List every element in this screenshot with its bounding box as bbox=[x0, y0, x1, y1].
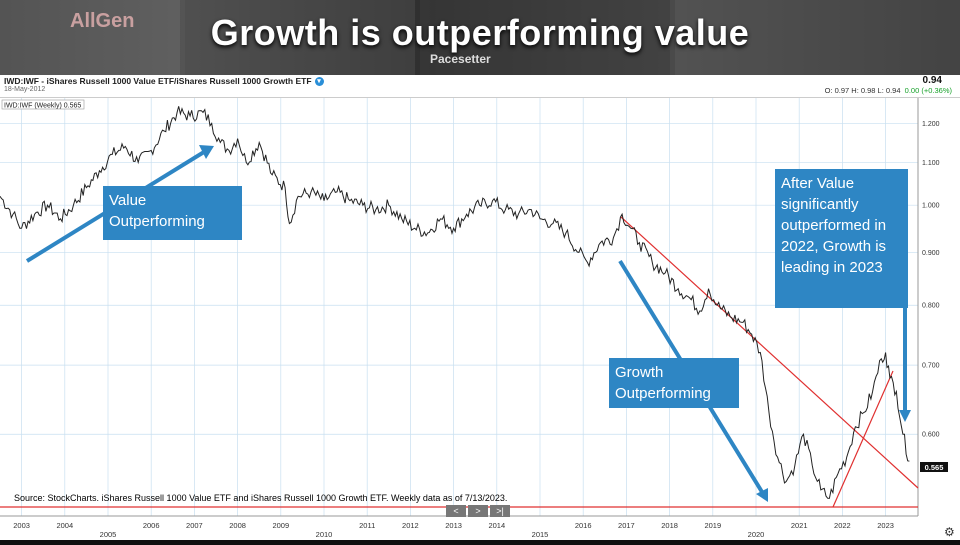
y-tick-label: 0.800 bbox=[922, 303, 940, 310]
banner-logo: AllGen bbox=[70, 10, 135, 32]
nav-prev-button[interactable]: < bbox=[446, 505, 466, 517]
x-tick-label: 2018 bbox=[661, 521, 678, 530]
x-tick-label: 2003 bbox=[13, 521, 30, 530]
legend-label: IWD:IWF (Weekly) 0.565 bbox=[4, 103, 81, 110]
x-tick-label: 2013 bbox=[445, 521, 462, 530]
arrowhead-right bbox=[899, 410, 911, 422]
x-tick-label: 2009 bbox=[272, 521, 289, 530]
x-tick-label: 2011 bbox=[359, 521, 375, 530]
x-tick-label: 2019 bbox=[704, 521, 721, 530]
y-tick-label: 0.600 bbox=[922, 432, 940, 439]
trendline-downtrend bbox=[620, 216, 919, 489]
series-line bbox=[0, 106, 910, 499]
banner-photo bbox=[185, 0, 415, 75]
info-icon[interactable]: ▾ bbox=[314, 77, 324, 87]
price-ratio-chart: 1.200 1.100 1.000 0.900 0.800 0.700 0.600 2003… bbox=[0, 98, 948, 539]
x-axis-ticks: 2003 2004 2006 2007 2008 2009 2011 2012 2013 2014… bbox=[13, 521, 894, 539]
x-tick-label: 2014 bbox=[488, 521, 505, 530]
banner-photo bbox=[0, 0, 180, 75]
y-tick-label: 1.200 bbox=[922, 121, 940, 128]
x-tick-label: 2021 bbox=[791, 521, 808, 530]
legend: IWD:IWF (Weekly) 0.565 bbox=[1, 99, 85, 110]
x-tick-label: 2005 bbox=[100, 530, 117, 539]
x-tick-label: 2008 bbox=[229, 521, 246, 530]
banner-photo bbox=[420, 0, 670, 75]
ohlc-readout: O: 0.97 H: 0.98 L: 0.94 0.00 (+0.36%) bbox=[825, 86, 952, 95]
x-tick-label: 2017 bbox=[618, 521, 635, 530]
x-tick-label: 2006 bbox=[143, 521, 160, 530]
current-value-label: 0.565 bbox=[925, 463, 944, 472]
chart-symbol-text: IWD:IWF - iShares Russell 1000 Value ETF… bbox=[4, 76, 312, 86]
nav-next-button[interactable]: > bbox=[468, 505, 488, 517]
x-tick-label: 2023 bbox=[877, 521, 894, 530]
last-value: 0.94 bbox=[922, 75, 942, 86]
x-tick-label: 2016 bbox=[575, 521, 592, 530]
y-tick-label: 1.100 bbox=[922, 160, 940, 167]
x-tick-label: 2012 bbox=[402, 521, 419, 530]
source-note: Source: StockCharts. iShares Russell 100… bbox=[14, 493, 508, 503]
y-tick-label: 0.700 bbox=[922, 363, 940, 370]
x-tick-label: 2015 bbox=[532, 530, 549, 539]
annotation-value-outperforming: Value Outperforming bbox=[103, 186, 242, 240]
x-tick-label: 2020 bbox=[748, 530, 765, 539]
gear-icon[interactable]: ⚙ bbox=[944, 525, 955, 539]
banner-sign: Pacesetter bbox=[430, 52, 491, 66]
current-value-tag: 0.565 bbox=[920, 462, 948, 472]
y-axis-ticks: 1.200 1.100 1.000 0.900 0.800 0.700 0.600 bbox=[922, 121, 940, 439]
legend-box bbox=[1, 99, 85, 110]
x-tick-label: 2022 bbox=[834, 521, 851, 530]
chart-date: 18-May-2012 bbox=[4, 86, 46, 93]
x-tick-label: 2004 bbox=[56, 521, 73, 530]
page-title: Growth is outperforming value bbox=[210, 12, 750, 53]
y-tick-label: 1.000 bbox=[922, 203, 940, 210]
x-tick-label: 2007 bbox=[186, 521, 203, 530]
chart-header: IWD:IWF - iShares Russell 1000 Value ETF… bbox=[0, 75, 960, 98]
banner-photo bbox=[675, 0, 960, 75]
change-value: 0.00 (+0.36%) bbox=[904, 86, 952, 95]
annotation-growth-outperforming: Growth Outperforming bbox=[609, 358, 739, 408]
chart-nav: < > >| bbox=[446, 505, 510, 517]
trendline-uptrend bbox=[832, 370, 894, 508]
header-banner: AllGen Pacesetter Growth is outperformin… bbox=[0, 0, 960, 75]
annotation-growth-leading: After Value significantly outperformed i… bbox=[775, 169, 908, 308]
nav-end-button[interactable]: >| bbox=[490, 505, 510, 517]
arrowhead-value bbox=[199, 145, 214, 159]
ohlc-values: O: 0.97 H: 0.98 L: 0.94 bbox=[824, 86, 901, 95]
arrowhead-growth bbox=[756, 488, 768, 502]
y-tick-label: 0.900 bbox=[922, 250, 940, 257]
chart-area: 1.200 1.100 1.000 0.900 0.800 0.700 0.600 2003… bbox=[0, 98, 960, 540]
x-tick-label: 2010 bbox=[316, 530, 333, 539]
current-value-box bbox=[920, 462, 948, 472]
chart-symbol: IWD:IWF - iShares Russell 1000 Value ETF… bbox=[4, 76, 324, 87]
grid bbox=[0, 98, 918, 516]
